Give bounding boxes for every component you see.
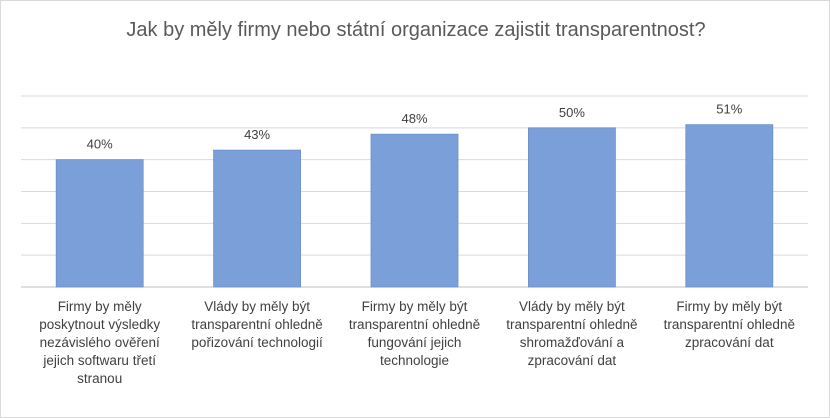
bar-1 <box>55 159 144 288</box>
chart-title: Jak by měly firmy nebo státní organizace… <box>126 19 706 41</box>
category-label-1: Firmy by měly poskytnout výsledky nezávi… <box>39 299 161 386</box>
data-label-5: 51% <box>716 102 742 117</box>
category-label-3: Firmy by měly být transparentní ohledně … <box>348 299 481 368</box>
bar-4 <box>528 127 616 288</box>
bar-3 <box>370 133 459 288</box>
category-label-5: Firmy by měly být transparentní ohledně … <box>663 299 795 350</box>
category-label-2: Vlády by měly být transparentní ohledně … <box>191 299 323 350</box>
category-label-4: Vlády by měly být transparentní ohledně … <box>506 299 638 368</box>
bar-5 <box>685 124 774 288</box>
data-label-2: 43% <box>244 127 270 142</box>
data-label-3: 48% <box>401 111 427 126</box>
bar-2 <box>213 149 302 288</box>
data-label-4: 50% <box>559 105 585 120</box>
data-label-1: 40% <box>87 137 113 152</box>
